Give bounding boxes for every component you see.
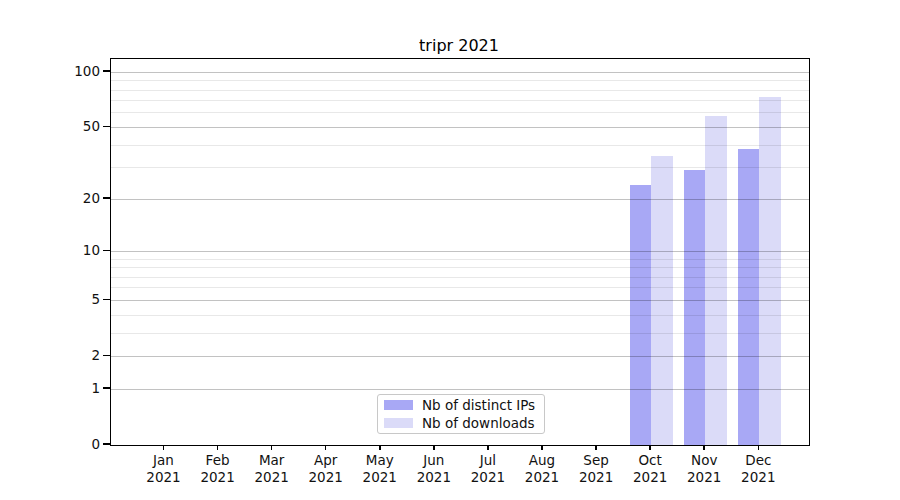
- legend-item-downloads: Nb of downloads: [384, 416, 538, 431]
- gridline-major-100: [111, 72, 809, 73]
- y-tick-0: [103, 443, 110, 445]
- x-tick-label-jun: Jun 2021: [406, 452, 462, 486]
- x-tick-jun: [433, 445, 435, 450]
- y-tick-10: [103, 250, 110, 252]
- figure: tripr 2021 0 1 2 5 10 20 50 100 Jan 2021Feb 202…: [0, 0, 900, 500]
- x-tick-nov: [703, 445, 705, 450]
- x-tick-label-jul: Jul 2021: [460, 452, 516, 486]
- gridline-minor-40: [111, 145, 809, 146]
- gridline-minor-8: [111, 267, 809, 268]
- gridline-major-20: [111, 199, 809, 200]
- y-tick-label-2: 2: [48, 347, 100, 363]
- y-tick-100: [103, 70, 110, 72]
- legend-swatch-downloads: [384, 418, 413, 428]
- gridline-major-10: [111, 251, 809, 252]
- y-tick-20: [103, 197, 110, 199]
- legend-item-distinct-ips: Nb of distinct IPs: [384, 398, 538, 413]
- gridline-minor-4: [111, 315, 809, 316]
- gridline-major-5: [111, 300, 809, 301]
- x-tick-jul: [487, 445, 489, 450]
- legend-label-downloads: Nb of downloads: [422, 415, 535, 431]
- y-tick-label-50: 50: [48, 118, 100, 134]
- x-tick-label-nov: Nov 2021: [676, 452, 732, 486]
- x-tick-label-apr: Apr 2021: [298, 452, 354, 486]
- gridline-minor-90: [111, 80, 809, 81]
- y-tick-label-10: 10: [48, 242, 100, 258]
- plot-area: [110, 58, 810, 446]
- y-tick-label-5: 5: [48, 291, 100, 307]
- y-tick-50: [103, 126, 110, 128]
- x-tick-label-aug: Aug 2021: [514, 452, 570, 486]
- x-tick-label-oct: Oct 2021: [622, 452, 678, 486]
- gridline-minor-3: [111, 333, 809, 334]
- gridline-major-50: [111, 127, 809, 128]
- gridline-minor-30: [111, 167, 809, 168]
- y-tick-label-1: 1: [48, 380, 100, 396]
- bar-dec-downloads: [759, 97, 781, 445]
- legend-label-distinct-ips: Nb of distinct IPs: [422, 397, 535, 413]
- x-tick-mar: [271, 445, 273, 450]
- x-tick-jan: [163, 445, 165, 450]
- y-tick-label-100: 100: [48, 63, 100, 79]
- y-tick-1: [103, 387, 110, 389]
- x-tick-label-feb: Feb 2021: [190, 452, 246, 486]
- chart-title: tripr 2021: [110, 36, 808, 55]
- x-tick-apr: [325, 445, 327, 450]
- y-tick-label-0: 0: [48, 436, 100, 452]
- x-tick-oct: [649, 445, 651, 450]
- x-tick-label-dec: Dec 2021: [730, 452, 786, 486]
- x-tick-aug: [541, 445, 543, 450]
- gridline-minor-60: [111, 112, 809, 113]
- y-tick-5: [103, 299, 110, 301]
- x-tick-dec: [758, 445, 760, 450]
- x-tick-label-may: May 2021: [352, 452, 408, 486]
- legend-swatch-distinct-ips: [384, 400, 413, 410]
- gridline-minor-7: [111, 277, 809, 278]
- y-tick-2: [103, 355, 110, 357]
- gridline-minor-70: [111, 100, 809, 101]
- gridline-minor-9: [111, 259, 809, 260]
- x-tick-label-sep: Sep 2021: [568, 452, 624, 486]
- bar-nov-downloads: [705, 116, 727, 445]
- gridline-major-1: [111, 389, 809, 390]
- gridline-minor-6: [111, 287, 809, 288]
- y-tick-label-20: 20: [48, 190, 100, 206]
- gridline-minor-80: [111, 90, 809, 91]
- bar-dec-distinct-ips: [738, 149, 760, 445]
- bar-nov-distinct-ips: [684, 170, 706, 445]
- gridline-major-2: [111, 356, 809, 357]
- legend: Nb of distinct IPs Nb of downloads: [377, 394, 545, 434]
- x-tick-sep: [595, 445, 597, 450]
- x-tick-may: [379, 445, 381, 450]
- x-tick-label-mar: Mar 2021: [244, 452, 300, 486]
- x-tick-feb: [217, 445, 219, 450]
- x-tick-label-jan: Jan 2021: [136, 452, 192, 486]
